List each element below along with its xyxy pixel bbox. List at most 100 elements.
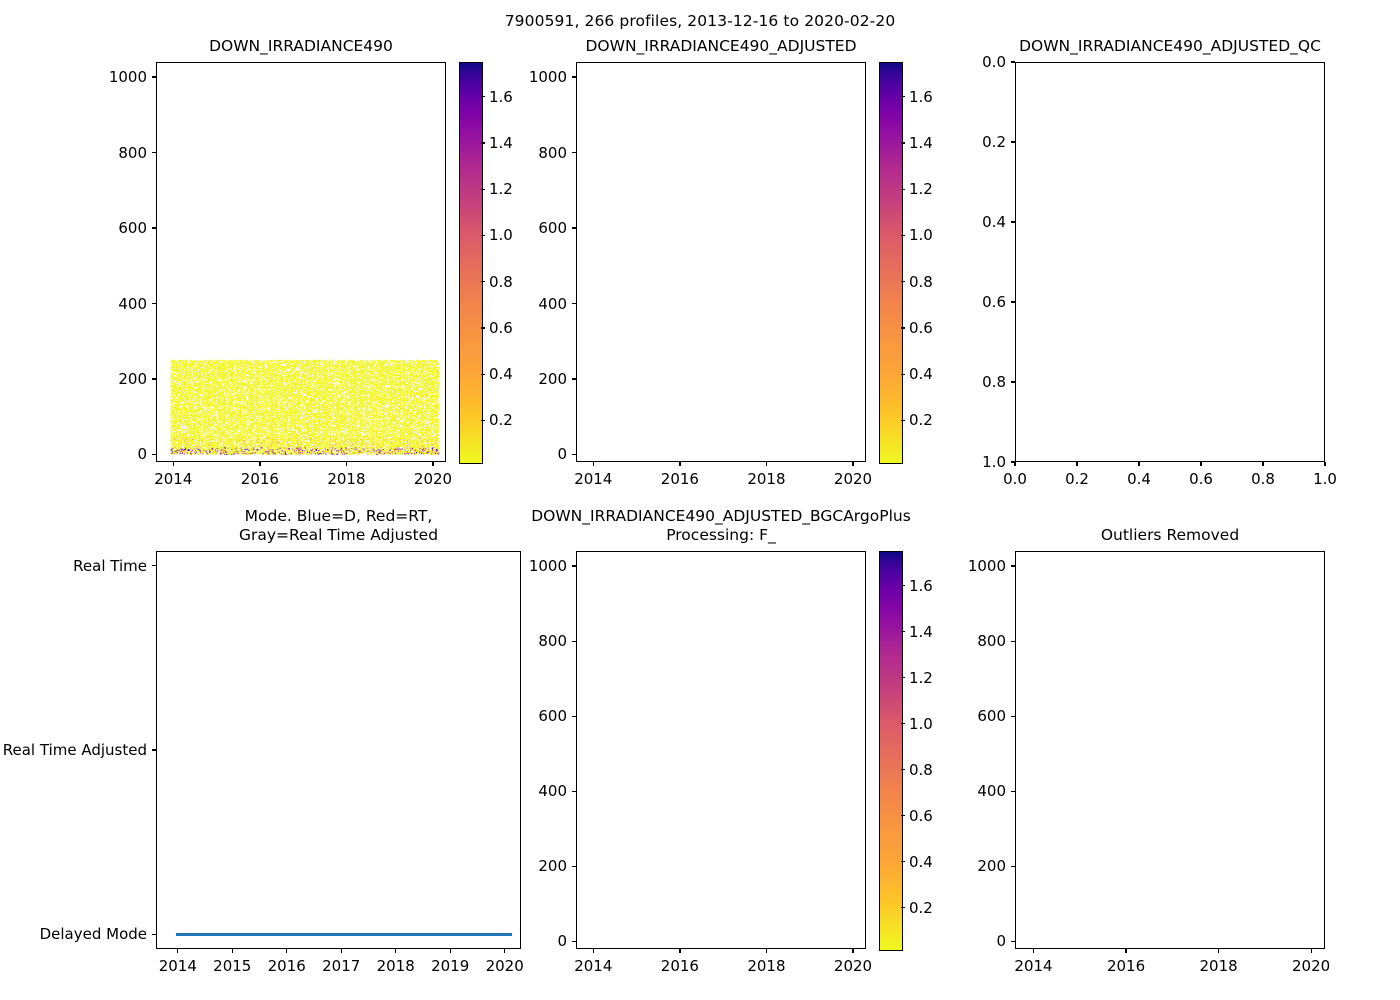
x-tick <box>172 462 174 466</box>
y-tick <box>1011 221 1015 223</box>
x-tick-label: 0.2 <box>1065 470 1089 488</box>
y-tick-label: 200 <box>118 369 147 388</box>
colorbar-gradient-bgcargoplus <box>879 551 903 951</box>
colorbar-tick-label: 1.2 <box>489 180 513 199</box>
y-tick-label: 200 <box>538 857 567 876</box>
y-tick-label: 600 <box>118 219 147 238</box>
x-tick-label: 2017 <box>322 957 361 975</box>
panel-down-irradiance490-adjusted-qc[interactable]: DOWN_IRRADIANCE490_ADJUSTED_QC 0.0 0.2 0.4… <box>982 37 1337 488</box>
colorbar-tick <box>481 281 485 283</box>
x-tick <box>504 949 506 953</box>
y-tick <box>1011 461 1015 463</box>
y-tick <box>572 227 576 229</box>
y-tick-label: 0 <box>557 445 567 464</box>
colorbar-tick <box>901 327 905 329</box>
colorbar-tick-label: 0.2 <box>489 411 513 430</box>
panel-down-irradiance490-adjusted[interactable]: DOWN_IRRADIANCE490_ADJUSTED 2014 2016 2018… <box>529 37 872 488</box>
colorbar-tick-label: 1.4 <box>489 133 513 152</box>
y-tick <box>572 565 576 567</box>
panel-title-bgcargoplus-line1: DOWN_IRRADIANCE490_ADJUSTED_BGCArgoPlus <box>531 507 911 526</box>
y-tick <box>152 76 156 78</box>
colorbar-tick <box>481 327 485 329</box>
colorbar-tick-label: 1.0 <box>909 226 933 245</box>
colorbar-tick-label: 0.2 <box>909 898 933 917</box>
y-tick <box>572 453 576 456</box>
x-tick <box>852 462 854 466</box>
y-tick <box>572 715 576 717</box>
colorbar-adjusted: 0.2 0.4 0.6 0.8 1.0 1.2 1.4 1.6 <box>879 62 933 464</box>
colorbar-tick <box>481 234 485 237</box>
colorbar-tick-label: 0.6 <box>909 806 933 825</box>
y-tick <box>1011 301 1015 303</box>
x-tick-label: 2020 <box>1292 957 1331 975</box>
y-tick <box>1011 940 1015 943</box>
panel-down-irradiance490[interactable]: DOWN_IRRADIANCE490 2014 2016 2018 2020 0 200 4… <box>109 37 452 488</box>
y-tick-label: 1000 <box>108 68 147 87</box>
colorbar-tick <box>901 722 905 725</box>
colorbar-tick <box>901 142 905 144</box>
panel-mode[interactable]: Mode. Blue=D, Red=RT, Gray=Real Time Adj… <box>3 507 524 975</box>
y-tick-label: 400 <box>118 294 147 313</box>
colorbar-tick-label: 1.6 <box>909 87 933 106</box>
colorbar-tick-label: 0.2 <box>909 411 933 430</box>
x-tick-label: 2018 <box>747 470 786 488</box>
panel-title-mode: Mode. Blue=D, Red=RT, Gray=Real Time Adj… <box>239 507 438 545</box>
x-tick <box>432 462 434 466</box>
x-tick-label: 2016 <box>660 470 699 488</box>
colorbar-tick <box>901 419 905 422</box>
y-tick-label: 0 <box>996 932 1006 951</box>
panel-title-bgcargoplus: DOWN_IRRADIANCE490_ADJUSTED_BGCArgoPlus … <box>531 507 911 545</box>
x-tick-label: 2016 <box>240 470 279 488</box>
y-tick-label: 0 <box>137 445 147 464</box>
colorbar-tick-label: 1.0 <box>489 226 513 245</box>
y-tick-label: 0.6 <box>982 293 1006 311</box>
y-tick-label: 800 <box>977 632 1006 651</box>
y-tick <box>152 378 156 380</box>
y-tick-label: 400 <box>538 782 567 801</box>
mode-series-real-time <box>175 932 513 936</box>
x-tick-label: 0.8 <box>1251 470 1275 488</box>
colorbar-tick <box>481 96 485 98</box>
x-tick-label: 2014 <box>574 957 613 975</box>
x-tick-label: 2015 <box>213 957 252 975</box>
colorbar-tick <box>901 768 905 771</box>
colorbar-tick <box>901 188 905 190</box>
x-tick <box>852 949 854 953</box>
y-tick-label: 0.4 <box>982 213 1006 231</box>
panel-outliers-removed[interactable]: Outliers Removed 2014 2016 2018 2020 0 200 400… <box>968 526 1330 975</box>
colorbar-bgcargoplus: 0.2 0.4 0.6 0.8 1.0 1.2 1.4 1.6 <box>879 551 933 951</box>
x-tick-label: 2018 <box>327 470 366 488</box>
x-tick-label: 2018 <box>747 957 786 975</box>
panel-title-adjusted: DOWN_IRRADIANCE490_ADJUSTED <box>585 37 857 56</box>
y-tick <box>572 76 576 78</box>
y-tick-label: 200 <box>538 369 567 388</box>
y-tick <box>1011 640 1015 642</box>
colorbar-tick <box>481 142 485 144</box>
x-tick-label: 2020 <box>833 957 873 975</box>
x-tick-label: 0.0 <box>1003 470 1027 488</box>
colorbar-tick <box>901 584 905 587</box>
x-tick-label: 2014 <box>1014 957 1053 975</box>
x-tick <box>259 462 261 466</box>
colorbar-tick-label: 0.8 <box>489 272 513 291</box>
y-tick <box>572 790 576 792</box>
x-tick <box>449 949 451 953</box>
y-tick <box>1011 865 1015 868</box>
panel-title-raw: DOWN_IRRADIANCE490 <box>209 37 393 56</box>
panel-bgcargoplus[interactable]: DOWN_IRRADIANCE490_ADJUSTED_BGCArgoPlus … <box>529 507 911 975</box>
colorbar-tick-label: 0.8 <box>909 272 933 291</box>
y-tick-label: 0.8 <box>982 373 1006 391</box>
x-tick-label: 2019 <box>431 957 470 975</box>
y-tick <box>152 933 156 935</box>
colorbar-tick-label: 0.4 <box>489 365 513 384</box>
colorbar-tick <box>481 419 485 422</box>
y-tick-label: Delayed Mode <box>39 925 147 944</box>
x-tick-label: 2014 <box>574 470 613 488</box>
x-tick <box>679 949 681 953</box>
x-tick <box>765 949 768 953</box>
x-tick <box>177 949 179 953</box>
colorbar-gradient-raw <box>459 62 483 464</box>
y-tick-label: 0.2 <box>982 133 1006 151</box>
colorbar-tick-label: 1.0 <box>909 714 933 733</box>
colorbar-tick <box>901 281 905 283</box>
